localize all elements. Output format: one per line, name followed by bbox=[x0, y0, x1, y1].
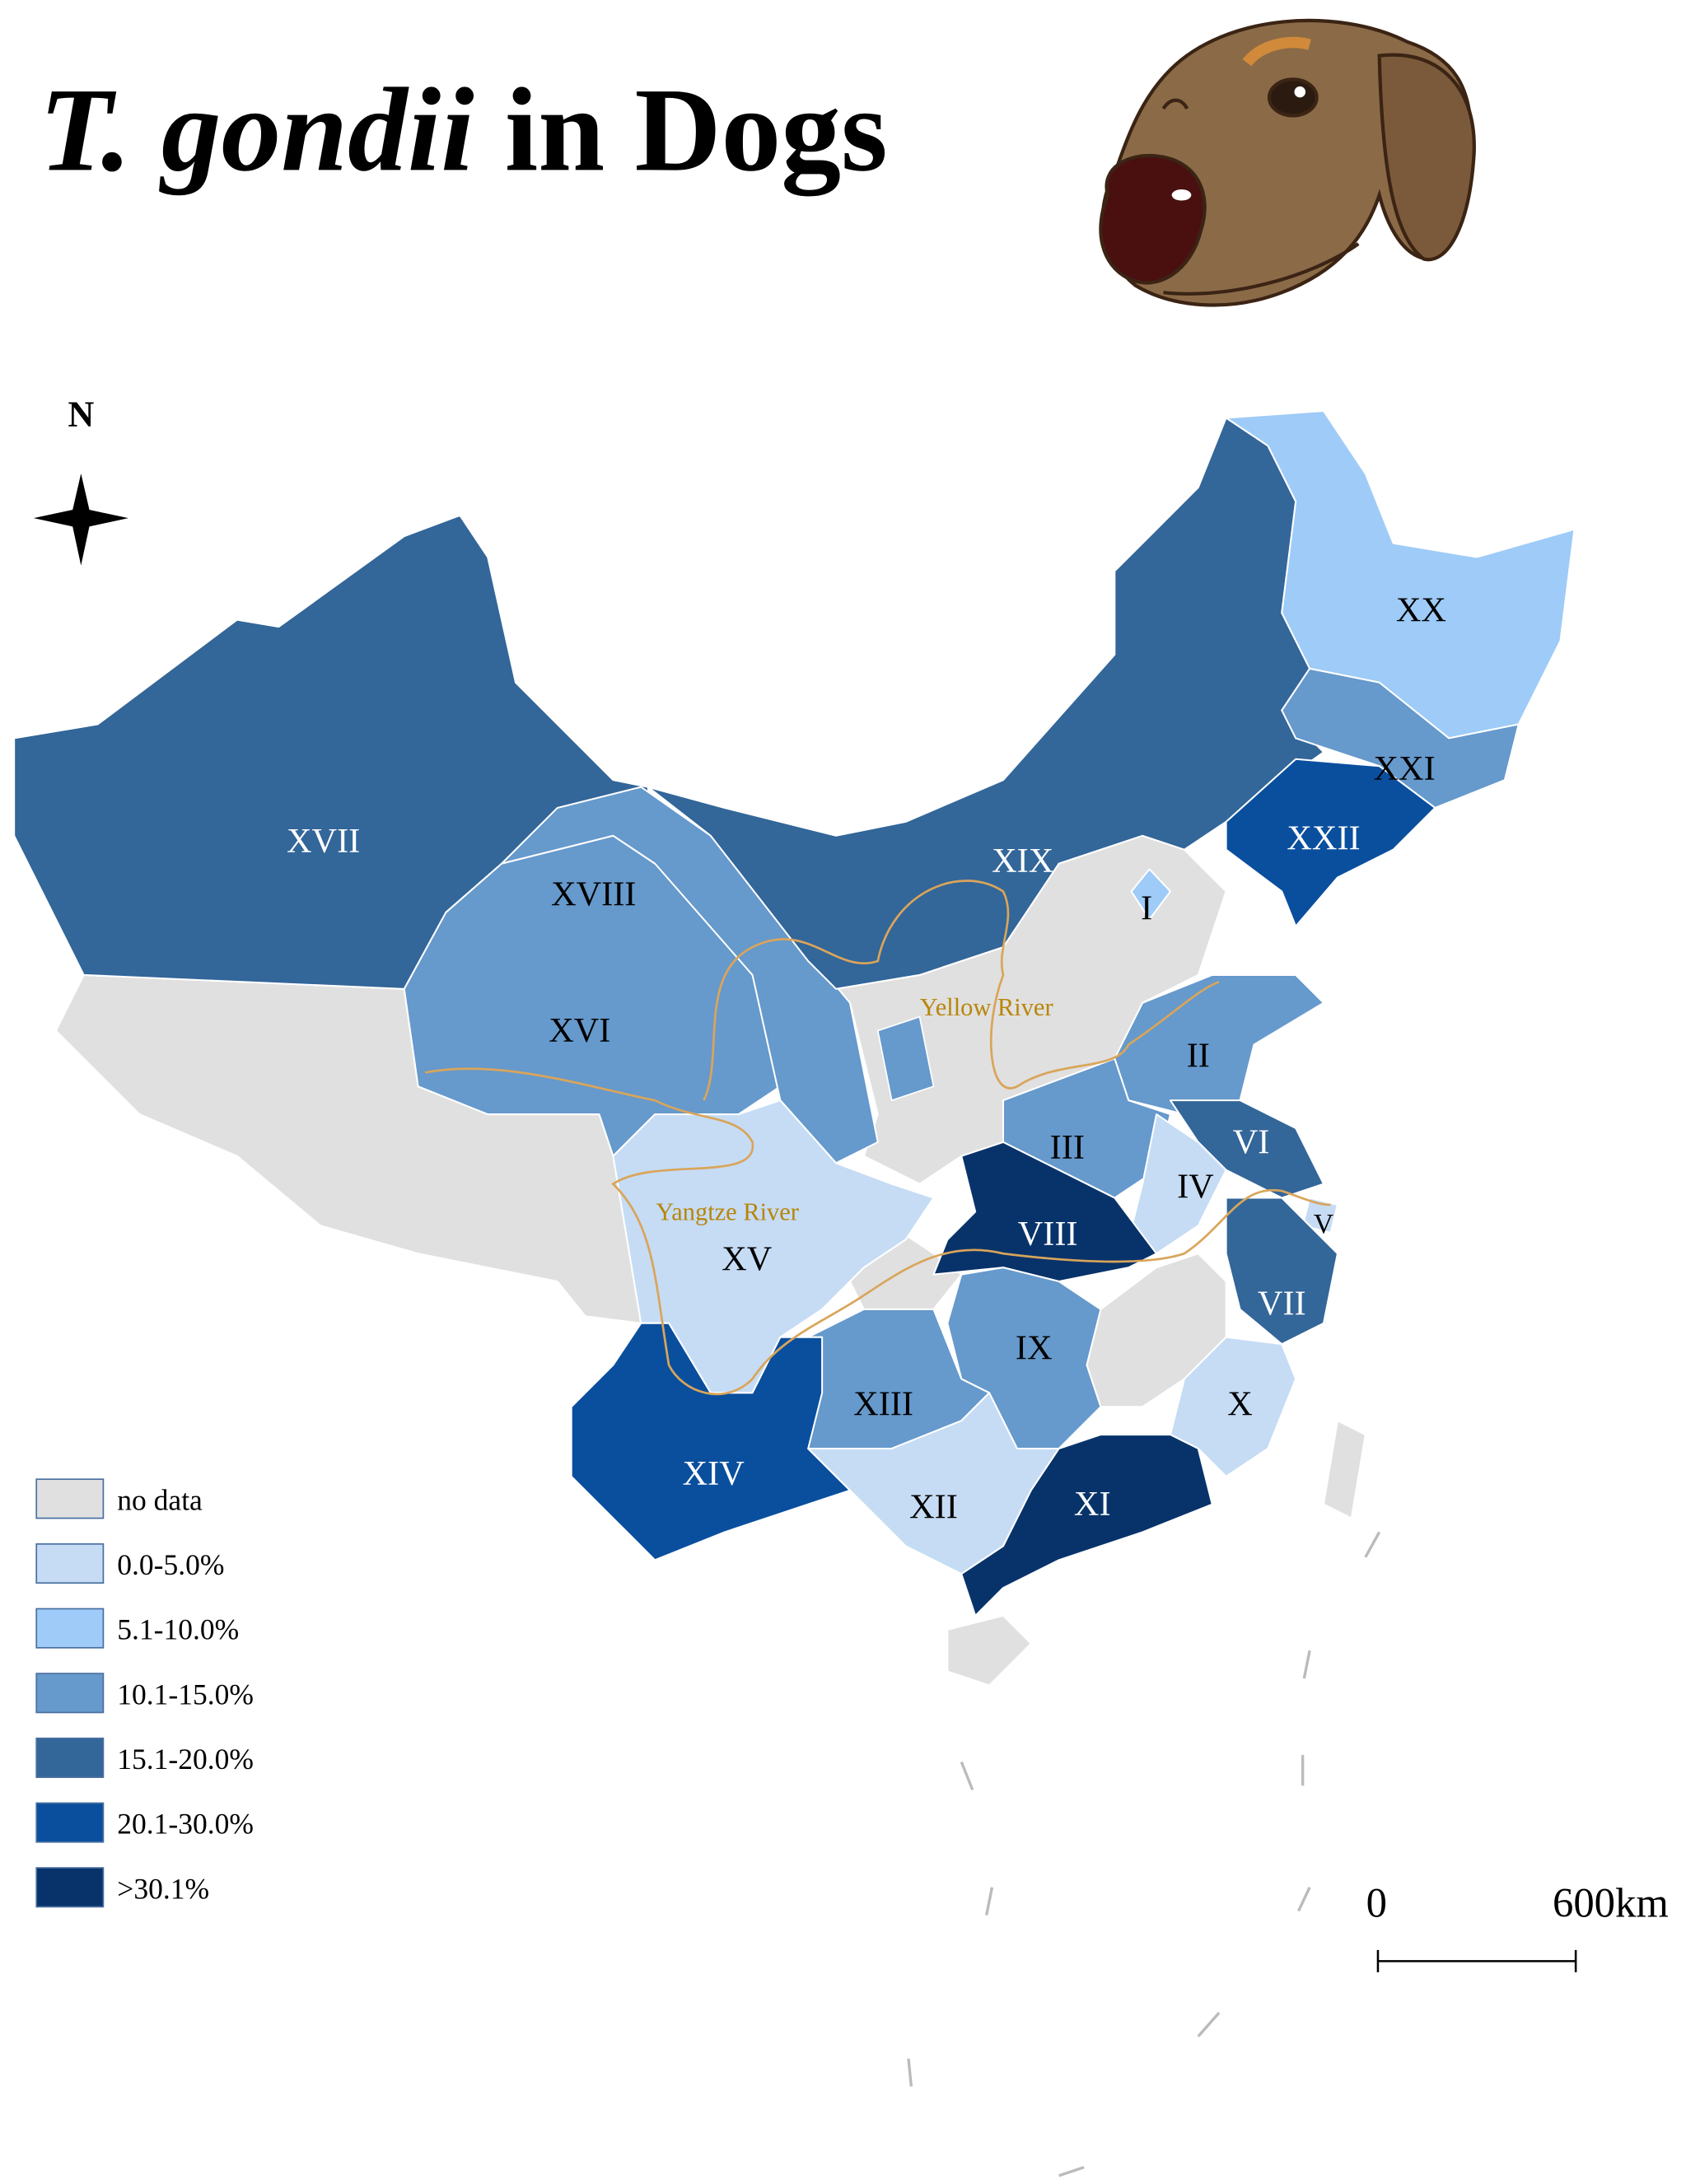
region-label: XV bbox=[722, 1239, 773, 1278]
legend-label: no data bbox=[117, 1483, 203, 1516]
region bbox=[1301, 1197, 1338, 1234]
region-label: XI bbox=[1074, 1485, 1111, 1524]
no-data-areas bbox=[54, 834, 1366, 1687]
compass-star bbox=[33, 474, 128, 566]
region-label: VIII bbox=[1018, 1215, 1078, 1253]
region bbox=[501, 786, 879, 1164]
region-label: VI bbox=[1233, 1122, 1270, 1161]
legend-label: 0.0-5.0% bbox=[117, 1548, 224, 1581]
dog-illustration bbox=[1099, 18, 1476, 307]
region bbox=[932, 1141, 1158, 1283]
compass-label: N bbox=[68, 394, 94, 435]
region-label: XX bbox=[1396, 590, 1446, 629]
region-label: XXI bbox=[1374, 749, 1436, 788]
region-label: X bbox=[1227, 1384, 1253, 1423]
region-label: II bbox=[1187, 1037, 1210, 1076]
region-label: XVII bbox=[287, 822, 360, 861]
legend-label: >30.1% bbox=[117, 1872, 209, 1905]
legend-label: 20.1-30.0% bbox=[117, 1808, 254, 1841]
river-label: Yellow River bbox=[920, 993, 1053, 1021]
region bbox=[1114, 973, 1325, 1116]
region-label: III bbox=[1050, 1128, 1085, 1167]
region-label: XIX bbox=[992, 842, 1053, 880]
region-label: IX bbox=[1016, 1329, 1053, 1368]
sea-boundary bbox=[907, 1531, 1381, 2177]
region-label: XIV bbox=[683, 1454, 745, 1493]
region-label: XII bbox=[909, 1488, 958, 1527]
scale-end: 600km bbox=[1553, 1879, 1669, 1925]
region-label: IV bbox=[1177, 1168, 1214, 1206]
legend-label: 10.1-15.0% bbox=[117, 1678, 254, 1710]
region bbox=[13, 514, 656, 990]
scale-bar: 0 600km bbox=[1366, 1879, 1669, 1972]
region bbox=[1128, 1113, 1227, 1255]
scale-start: 0 bbox=[1366, 1879, 1387, 1925]
legend-swatch bbox=[35, 1737, 105, 1778]
title: T. gondii in Dogs bbox=[40, 63, 888, 196]
legend-swatch bbox=[35, 1608, 105, 1649]
rivers: Yellow River Yangtze River bbox=[424, 880, 1331, 1396]
region-label: XVIII bbox=[551, 875, 636, 913]
region bbox=[1130, 868, 1171, 921]
region bbox=[1225, 758, 1436, 927]
legend-swatch bbox=[35, 1673, 105, 1714]
legend-swatch bbox=[35, 1867, 105, 1908]
legend-swatch bbox=[35, 1542, 105, 1584]
legend-label: 15.1-20.0% bbox=[117, 1743, 254, 1776]
region-label: I bbox=[1141, 889, 1152, 927]
region bbox=[960, 1434, 1213, 1617]
title-italic: T. gondii bbox=[40, 63, 474, 196]
region-label: V bbox=[1314, 1209, 1334, 1239]
legend-label: 5.1-10.0% bbox=[117, 1613, 239, 1646]
region bbox=[1225, 1197, 1338, 1346]
legend-swatch bbox=[35, 1802, 105, 1843]
title-plain: in Dogs bbox=[505, 63, 888, 196]
legend-swatch bbox=[35, 1478, 105, 1519]
region-label: XXII bbox=[1287, 819, 1360, 858]
region-label: VII bbox=[1258, 1285, 1306, 1323]
region bbox=[1281, 667, 1520, 809]
region bbox=[946, 1267, 1102, 1449]
river-label: Yangtze River bbox=[656, 1198, 799, 1226]
region-label: XVI bbox=[549, 1011, 610, 1050]
region-label: XIII bbox=[853, 1384, 913, 1423]
